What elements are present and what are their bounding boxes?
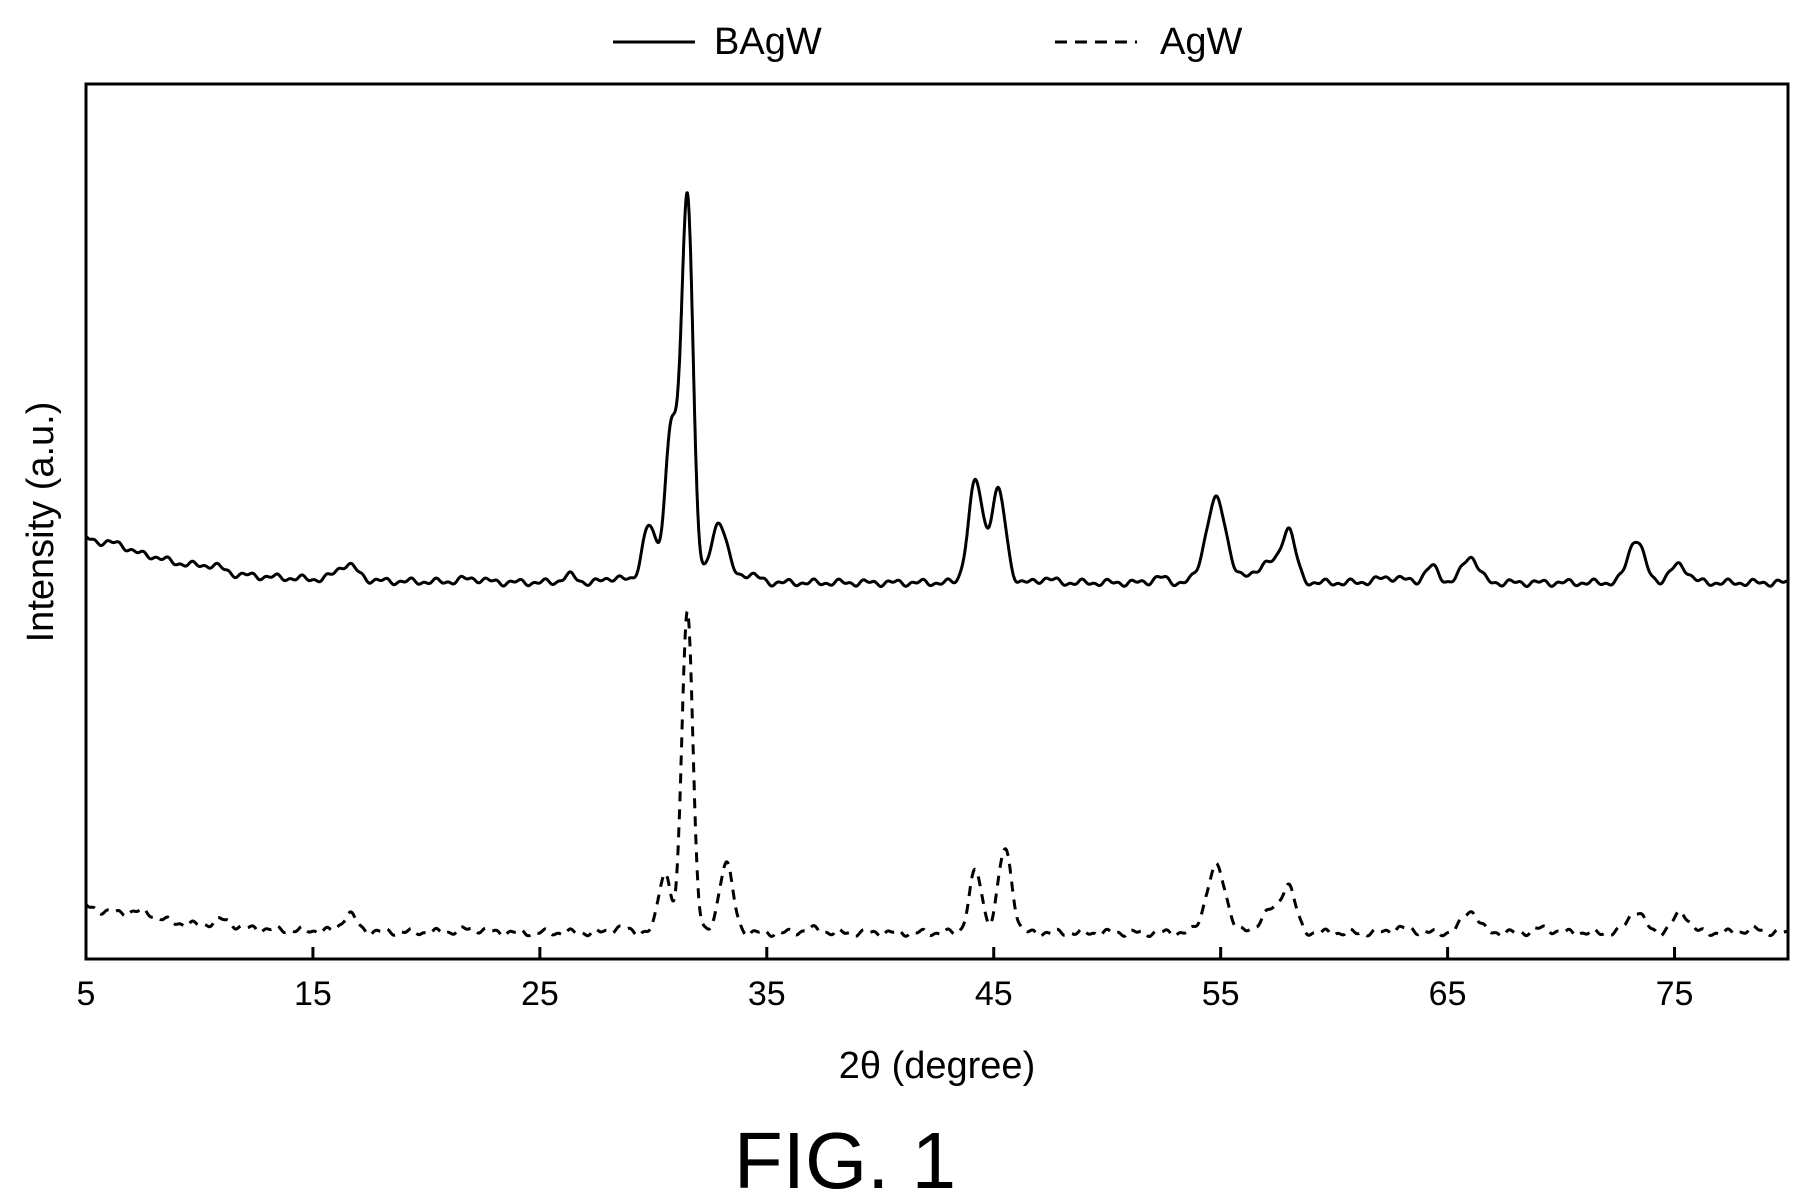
x-tick-label-55: 55 xyxy=(1202,975,1240,1013)
x-tick-label-5: 5 xyxy=(77,975,96,1013)
legend-label-bagw: BAgW xyxy=(714,21,822,63)
x-axis: 5 15 25 35 45 55 65 75 xyxy=(77,947,1694,1013)
x-tick-label-75: 75 xyxy=(1656,975,1694,1013)
plot-frame xyxy=(84,82,1790,961)
x-tick-label-15: 15 xyxy=(294,975,332,1013)
x-axis-label: 2θ (degree) xyxy=(839,1045,1035,1087)
x-tick-label-25: 25 xyxy=(521,975,559,1013)
series-line-agw xyxy=(84,609,1789,938)
legend-label-agw: AgW xyxy=(1160,21,1242,63)
figure-caption: FIG. 1 xyxy=(734,1116,956,1202)
legend: BAgW AgW xyxy=(613,21,1242,63)
series-line-bagw xyxy=(84,191,1789,588)
y-axis-label: Intensity (a.u.) xyxy=(20,402,62,643)
series-layer xyxy=(84,191,1789,938)
x-tick-label-35: 35 xyxy=(748,975,786,1013)
x-tick-label-45: 45 xyxy=(975,975,1013,1013)
x-tick-label-65: 65 xyxy=(1429,975,1467,1013)
